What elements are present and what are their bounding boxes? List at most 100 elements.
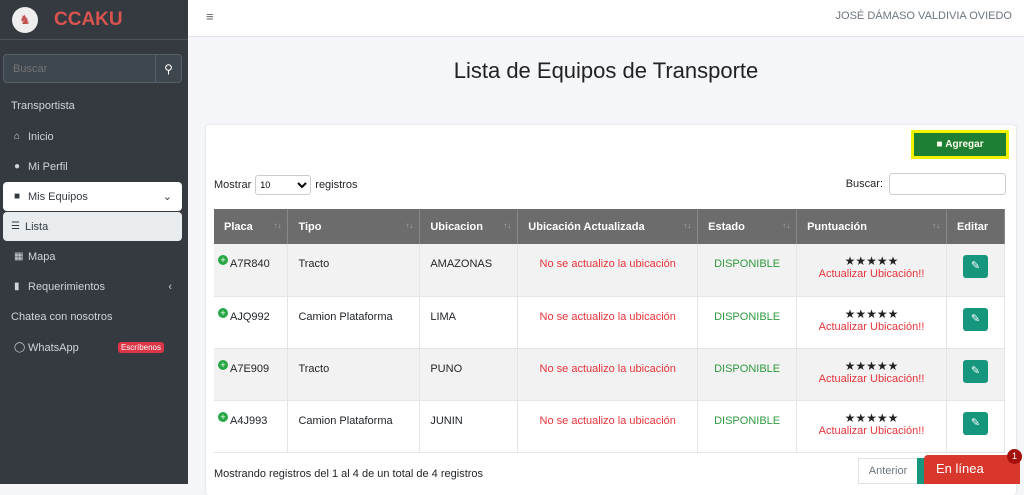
label: Mapa <box>28 250 56 263</box>
search-label: Buscar: <box>845 178 883 190</box>
records-label: registros <box>315 179 358 191</box>
cell-tipo: Tracto <box>287 244 421 297</box>
home-icon: ⌂ <box>14 131 21 142</box>
sidebar-item-mapa[interactable]: ▦ Mapa <box>3 242 182 271</box>
cell-placa: + A7R840 <box>214 244 289 297</box>
equipment-table: Placa ↑↓ Tipo ↑↓ Ubicacion ↑↓ Ubicación Act… <box>214 209 1006 453</box>
label: Lista <box>25 220 49 233</box>
table-row: + A7R840 Tracto AMAZONAS No se actualizo … <box>214 244 1006 297</box>
star-rating: ★★★★★ <box>844 358 899 373</box>
cell-editar: ✎ <box>946 348 1006 401</box>
table-row: + A7E909 Tracto PUNO No se actualizo la u… <box>214 348 1006 401</box>
search-button[interactable]: ⚲ <box>155 55 181 82</box>
edit-button[interactable]: ✎ <box>962 307 988 331</box>
label: Requerimientos <box>28 280 106 293</box>
cell-ubicacion-actualizada: No se actualizo la ubicación <box>517 244 699 297</box>
col-ubicacion[interactable]: Ubicacion ↑↓ <box>419 209 519 244</box>
cell-ubicacion: AMAZONAS <box>419 244 519 297</box>
user-name[interactable]: JOSÉ DÁMASO VALDIVIA OVIEDO <box>835 10 1012 22</box>
menu-icon[interactable]: ≡ <box>206 9 214 24</box>
cell-ubicacion-actualizada: No se actualizo la ubicación <box>517 296 699 349</box>
cell-placa: + AJQ992 <box>214 296 289 349</box>
user-icon: ● <box>14 161 21 172</box>
sidebar: ♞ CCAKU ⚲ Transportista ⌂ Inicio ● Mi Perfi… <box>0 0 188 484</box>
sidebar-item-mis-equipos[interactable]: ■ Mis Equipos ⌄ <box>3 182 182 211</box>
chat-widget[interactable]: En línea 1 <box>924 449 1022 484</box>
edit-button[interactable]: ✎ <box>962 411 988 435</box>
truck-icon: ■ <box>14 191 21 202</box>
label: Inicio <box>28 130 54 143</box>
cell-puntuacion: ★★★★★ Actualizar Ubicación!! <box>796 400 947 453</box>
sidebar-item-requerimientos[interactable]: ▮ Requerimientos ‹ <box>3 272 182 301</box>
sidebar-item-inicio[interactable]: ⌂ Inicio <box>3 122 182 151</box>
brand[interactable]: ♞ CCAKU <box>0 0 188 40</box>
cell-estado: DISPONIBLE <box>697 296 798 349</box>
sidebar-search-input[interactable] <box>4 55 155 82</box>
cell-puntuacion: ★★★★★ Actualizar Ubicación!! <box>796 348 947 401</box>
expand-icon[interactable]: + <box>218 411 228 422</box>
cell-tipo: Camion Plataforma <box>287 400 421 453</box>
cell-ubicacion-actualizada: No se actualizo la ubicación <box>517 348 699 401</box>
col-placa[interactable]: Placa ↑↓ <box>214 209 289 244</box>
table-info: Mostrando registros del 1 al 4 de un tot… <box>214 468 484 480</box>
cell-editar: ✎ <box>946 400 1006 453</box>
table-filter: Buscar: <box>846 173 1006 195</box>
cell-placa: + A4J993 <box>214 400 289 453</box>
label: WhatsApp <box>28 341 79 354</box>
prev-button[interactable]: Anterior <box>858 458 918 484</box>
show-label: Mostrar <box>214 179 252 191</box>
sidebar-search: ⚲ <box>3 54 182 83</box>
update-warning: Actualizar Ubicación!! <box>818 320 925 333</box>
star-rating: ★★★★★ <box>844 410 899 425</box>
col-puntuacion[interactable]: Puntuación ↑↓ <box>796 209 947 244</box>
update-warning: Actualizar Ubicación!! <box>818 268 925 280</box>
sidebar-item-whatsapp[interactable]: ◯ WhatsApp Escríbenos <box>3 333 182 362</box>
cell-estado: DISPONIBLE <box>697 400 798 453</box>
chevron-left-icon: ‹ <box>168 280 172 293</box>
edit-button[interactable]: ✎ <box>962 359 988 383</box>
expand-icon[interactable]: + <box>218 359 228 370</box>
expand-icon[interactable]: + <box>218 255 228 265</box>
expand-icon[interactable]: + <box>218 307 228 318</box>
table-row: + A4J993 Camion Plataforma JUNIN No se ac… <box>214 400 1006 453</box>
cell-ubicacion: PUNO <box>419 348 519 401</box>
col-tipo[interactable]: Tipo ↑↓ <box>287 209 421 244</box>
add-label: Agregar <box>945 139 984 150</box>
topbar: ≡ JOSÉ DÁMASO VALDIVIA OVIEDO <box>188 0 1024 37</box>
col-ubicacion-actualizada[interactable]: Ubicación Actualizada ↑↓ <box>517 209 699 244</box>
cell-ubicacion-actualizada: No se actualizo la ubicación <box>517 400 699 453</box>
label: Mi Perfil <box>28 160 68 173</box>
star-rating: ★★★★★ <box>844 306 899 321</box>
page-length-select[interactable]: 10 <box>255 175 312 195</box>
clipboard-icon: ▮ <box>14 281 20 292</box>
sidebar-item-lista[interactable]: ☰ Lista <box>3 212 182 241</box>
cell-ubicacion: JUNIN <box>419 400 519 453</box>
sidebar-item-perfil[interactable]: ● Mi Perfil <box>3 152 182 181</box>
label: Mis Equipos <box>28 190 88 203</box>
col-editar: Editar <box>946 209 1006 244</box>
cell-ubicacion: LIMA <box>419 296 519 349</box>
cell-puntuacion: ★★★★★ Actualizar Ubicación!! <box>796 296 947 349</box>
update-warning: Actualizar Ubicación!! <box>818 424 925 437</box>
map-icon: ▦ <box>14 251 24 262</box>
update-warning: Actualizar Ubicación!! <box>818 372 925 385</box>
add-button[interactable]: ■ Agregar <box>914 133 1006 156</box>
chat-label: En línea <box>936 461 984 476</box>
page-length: Mostrar 10 registros <box>214 175 357 195</box>
cell-estado: DISPONIBLE <box>697 348 798 401</box>
equipment-card: ■ Agregar Mostrar 10 registros Buscar: Pla… <box>206 125 1016 495</box>
col-estado[interactable]: Estado ↑↓ <box>697 209 798 244</box>
star-rating: ★★★★★ <box>844 254 899 268</box>
cell-tipo: Tracto <box>287 348 421 401</box>
search-icon: ⚲ <box>164 61 173 76</box>
table-search-input[interactable] <box>889 173 1006 195</box>
cell-puntuacion: ★★★★★ Actualizar Ubicación!! <box>796 244 947 297</box>
cell-editar: ✎ <box>946 296 1006 349</box>
edit-button[interactable]: ✎ <box>962 255 988 278</box>
list-icon: ☰ <box>11 221 20 232</box>
sidebar-header-chat: Chatea con nosotros <box>11 311 113 323</box>
chat-count-badge: 1 <box>1007 449 1022 464</box>
chevron-down-icon: ⌄ <box>162 191 172 203</box>
whatsapp-badge: Escríbenos <box>117 342 164 353</box>
logo-icon: ♞ <box>12 6 38 33</box>
